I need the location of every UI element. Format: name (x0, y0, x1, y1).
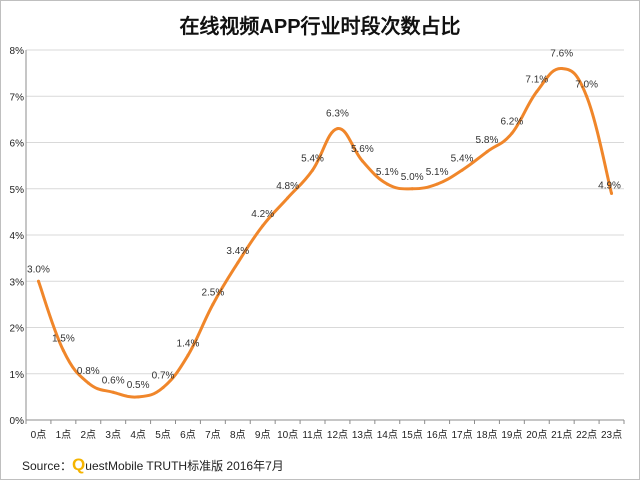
data-label: 7.6% (550, 49, 573, 60)
data-label: 3.4% (226, 246, 249, 257)
y-tick-label: 3% (10, 277, 25, 288)
data-point (111, 390, 115, 394)
y-tick-label: 4% (10, 231, 25, 242)
data-point (286, 196, 290, 200)
source-note: Source：QuestMobile TRUTH标准版 2016年7月 (22, 455, 284, 475)
x-tick-label: 6点 (180, 429, 196, 441)
data-point (610, 191, 614, 195)
data-label: 5.1% (426, 167, 449, 178)
series-line (37, 66, 613, 399)
y-tick-label: 5% (10, 185, 25, 196)
data-label: 7.1% (525, 75, 548, 86)
x-tick-label: 20点 (526, 429, 547, 441)
x-tick-label: 5点 (155, 429, 171, 441)
x-tick-label: 22点 (576, 429, 597, 441)
x-tick-label: 12点 (327, 429, 348, 441)
questmobile-logo-letter: Q (72, 455, 86, 474)
data-point (186, 353, 190, 357)
source-prefix: Source： (22, 459, 73, 473)
x-tick-label: 1点 (56, 429, 72, 441)
data-label: 2.5% (201, 287, 224, 298)
y-tick-label: 8% (10, 46, 25, 57)
data-point (485, 150, 489, 154)
data-label: 0.8% (77, 366, 100, 377)
data-point (535, 90, 539, 94)
data-point (510, 131, 514, 135)
source-text: uestMobile TRUTH标准版 2016年7月 (85, 459, 284, 473)
data-point (261, 224, 265, 228)
x-tick-label: 23点 (601, 429, 622, 441)
data-label: 5.8% (476, 135, 499, 146)
x-tick-label: 15点 (402, 429, 423, 441)
data-label: 5.6% (351, 144, 374, 155)
x-tick-label: 21点 (551, 429, 572, 441)
x-tick-label: 14点 (377, 429, 398, 441)
data-point (335, 127, 339, 131)
x-tick-label: 4点 (130, 429, 146, 441)
x-tick-label: 10点 (277, 429, 298, 441)
data-point (585, 94, 589, 98)
data-point (311, 168, 315, 172)
x-tick-label: 17点 (451, 429, 472, 441)
data-point (360, 159, 364, 163)
data-label: 6.2% (500, 116, 523, 127)
data-point (86, 381, 90, 385)
data-point (36, 279, 40, 283)
x-tick-label: 0点 (31, 429, 47, 441)
data-label: 5.4% (451, 153, 474, 164)
data-label: 5.1% (376, 167, 399, 178)
x-tick-label: 11点 (302, 429, 322, 441)
data-point (560, 67, 564, 70)
data-label: 1.4% (177, 338, 200, 349)
x-tick-label: 13点 (352, 429, 373, 441)
x-tick-label: 9点 (255, 429, 271, 441)
x-tick-label: 2点 (81, 429, 97, 441)
data-label: 7.0% (575, 79, 598, 90)
data-label: 6.3% (326, 109, 349, 120)
data-label: 0.5% (127, 380, 150, 391)
data-point (385, 182, 389, 186)
x-tick-label: 3点 (105, 429, 121, 441)
x-tick-label: 16点 (427, 429, 448, 441)
data-label: 4.2% (251, 209, 274, 220)
data-label: 3.0% (27, 264, 50, 275)
x-tick-label: 19点 (501, 429, 522, 441)
data-label: 0.6% (102, 375, 125, 386)
y-tick-label: 6% (10, 139, 25, 150)
data-label: 0.7% (152, 371, 175, 382)
data-point (161, 386, 165, 390)
data-label: 4.8% (276, 181, 299, 192)
y-tick-label: 0% (10, 416, 25, 427)
y-tick-label: 7% (10, 92, 25, 103)
x-tick-label: 7点 (205, 429, 221, 441)
x-tick-label: 18点 (476, 429, 497, 441)
data-label: 5.4% (301, 153, 324, 164)
data-label: 5.0% (401, 172, 424, 183)
data-point (236, 261, 240, 265)
y-tick-label: 1% (10, 370, 25, 381)
data-point (410, 187, 414, 191)
data-point (136, 395, 140, 399)
chart-title: 在线视频APP行业时段次数占比 (179, 16, 461, 38)
x-tick-label: 8点 (230, 429, 246, 441)
data-point (61, 349, 65, 353)
data-label: 1.5% (52, 334, 75, 345)
data-point (211, 302, 215, 306)
y-tick-label: 2% (10, 324, 25, 335)
data-label: 4.9% (598, 180, 621, 191)
data-point (460, 168, 464, 172)
data-point (435, 182, 439, 186)
